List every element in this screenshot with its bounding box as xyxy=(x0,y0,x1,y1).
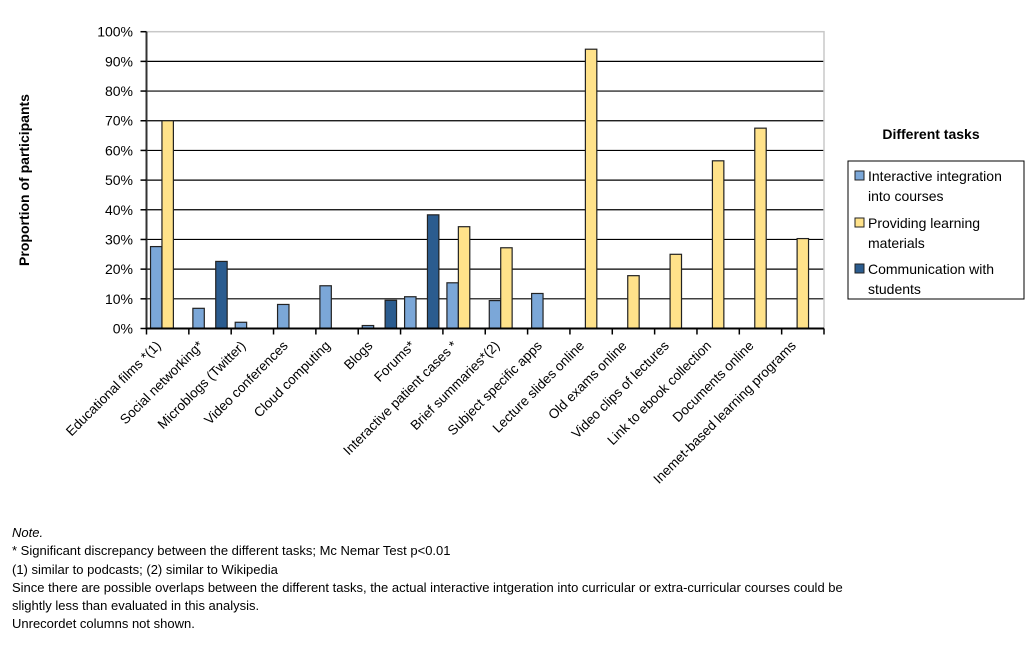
legend-item-2: Communication with students xyxy=(854,261,994,297)
legend-swatch xyxy=(854,263,865,274)
bar-1-15 xyxy=(796,237,810,330)
x-category-label: Blogs xyxy=(341,338,376,373)
legend-item-1: Providing learning materials xyxy=(854,215,980,251)
note-line-unrecorded: Unrecordet columns not shown. xyxy=(12,616,195,632)
legend-swatch xyxy=(854,170,865,181)
bar-1-0 xyxy=(161,120,174,330)
chart-notes: Note. * Significant discrepancy between … xyxy=(12,524,843,634)
y-tick-label: 100% xyxy=(97,24,133,40)
bar-2-5 xyxy=(384,299,398,330)
y-tick-label: 10% xyxy=(105,291,133,307)
legend-label: materials xyxy=(868,235,925,251)
y-tick-label: 40% xyxy=(105,202,133,218)
x-category-label: Old exams online xyxy=(545,338,629,422)
legend-label: students xyxy=(868,281,921,297)
x-tick-labels: Educational films *(1)Social networking*… xyxy=(63,337,799,486)
bar-1-12 xyxy=(669,253,683,330)
bar-chart: 0% 10% 20% 30% 40% 50% 60% 70% 80% 90% 100% Educat… xyxy=(16,24,1025,487)
legend-swatch xyxy=(854,217,865,228)
legend: Different tasks Interactive integration i… xyxy=(847,126,1025,300)
y-tick-label: 70% xyxy=(105,113,133,129)
note-line-overlap: Since there are possible overlaps betwee… xyxy=(12,579,843,595)
y-tick-labels: 0% 10% 20% 30% 40% 50% 60% 70% 80% 90% 100% xyxy=(97,24,133,337)
axes xyxy=(140,30,825,335)
bar-2-6 xyxy=(426,214,440,330)
bar-0-8 xyxy=(488,300,502,330)
y-axis-title: Proportion of participants xyxy=(16,94,32,266)
bar-1-13 xyxy=(711,160,725,330)
bar-1-10 xyxy=(584,48,598,330)
note-line-footnotes: (1) similar to podcasts; (2) similar to … xyxy=(12,561,278,577)
bar-0-3 xyxy=(276,303,290,330)
y-tick-label: 90% xyxy=(105,53,133,69)
bars xyxy=(149,48,810,330)
x-category-label: Cloud computing xyxy=(251,338,333,420)
bar-0-0 xyxy=(149,245,163,330)
y-tick-label: 0% xyxy=(113,321,133,337)
gridlines xyxy=(146,60,824,300)
y-tick-label: 50% xyxy=(105,172,133,188)
legend-title: Different tasks xyxy=(882,126,979,142)
bar-0-4 xyxy=(319,285,332,330)
bar-0-1 xyxy=(192,307,205,330)
y-tick-label: 80% xyxy=(105,83,133,99)
legend-item-0: Interactive integration into courses xyxy=(854,168,1002,204)
legend-label: Communication with xyxy=(868,261,994,277)
bar-0-7 xyxy=(446,282,459,330)
legend-label: Providing learning xyxy=(868,215,980,231)
legend-label: into courses xyxy=(868,188,943,204)
note-heading: Note. xyxy=(12,525,44,540)
legend-box xyxy=(847,160,1025,300)
bar-1-8 xyxy=(500,247,513,330)
y-tick-label: 30% xyxy=(105,231,133,247)
note-line-overlap-cont: slightly less than evaluated in this ana… xyxy=(12,598,260,614)
note-line-significance: * Significant discrepancy between the di… xyxy=(12,543,451,559)
legend-label: Interactive integration xyxy=(868,168,1002,184)
bar-2-1 xyxy=(215,260,228,330)
y-tick-label: 20% xyxy=(105,261,133,277)
bar-1-7 xyxy=(457,226,471,330)
bar-1-11 xyxy=(627,275,640,330)
bar-1-14 xyxy=(754,127,767,330)
bar-0-9 xyxy=(531,292,544,330)
bar-0-6 xyxy=(403,296,417,330)
y-tick-label: 60% xyxy=(105,142,133,158)
